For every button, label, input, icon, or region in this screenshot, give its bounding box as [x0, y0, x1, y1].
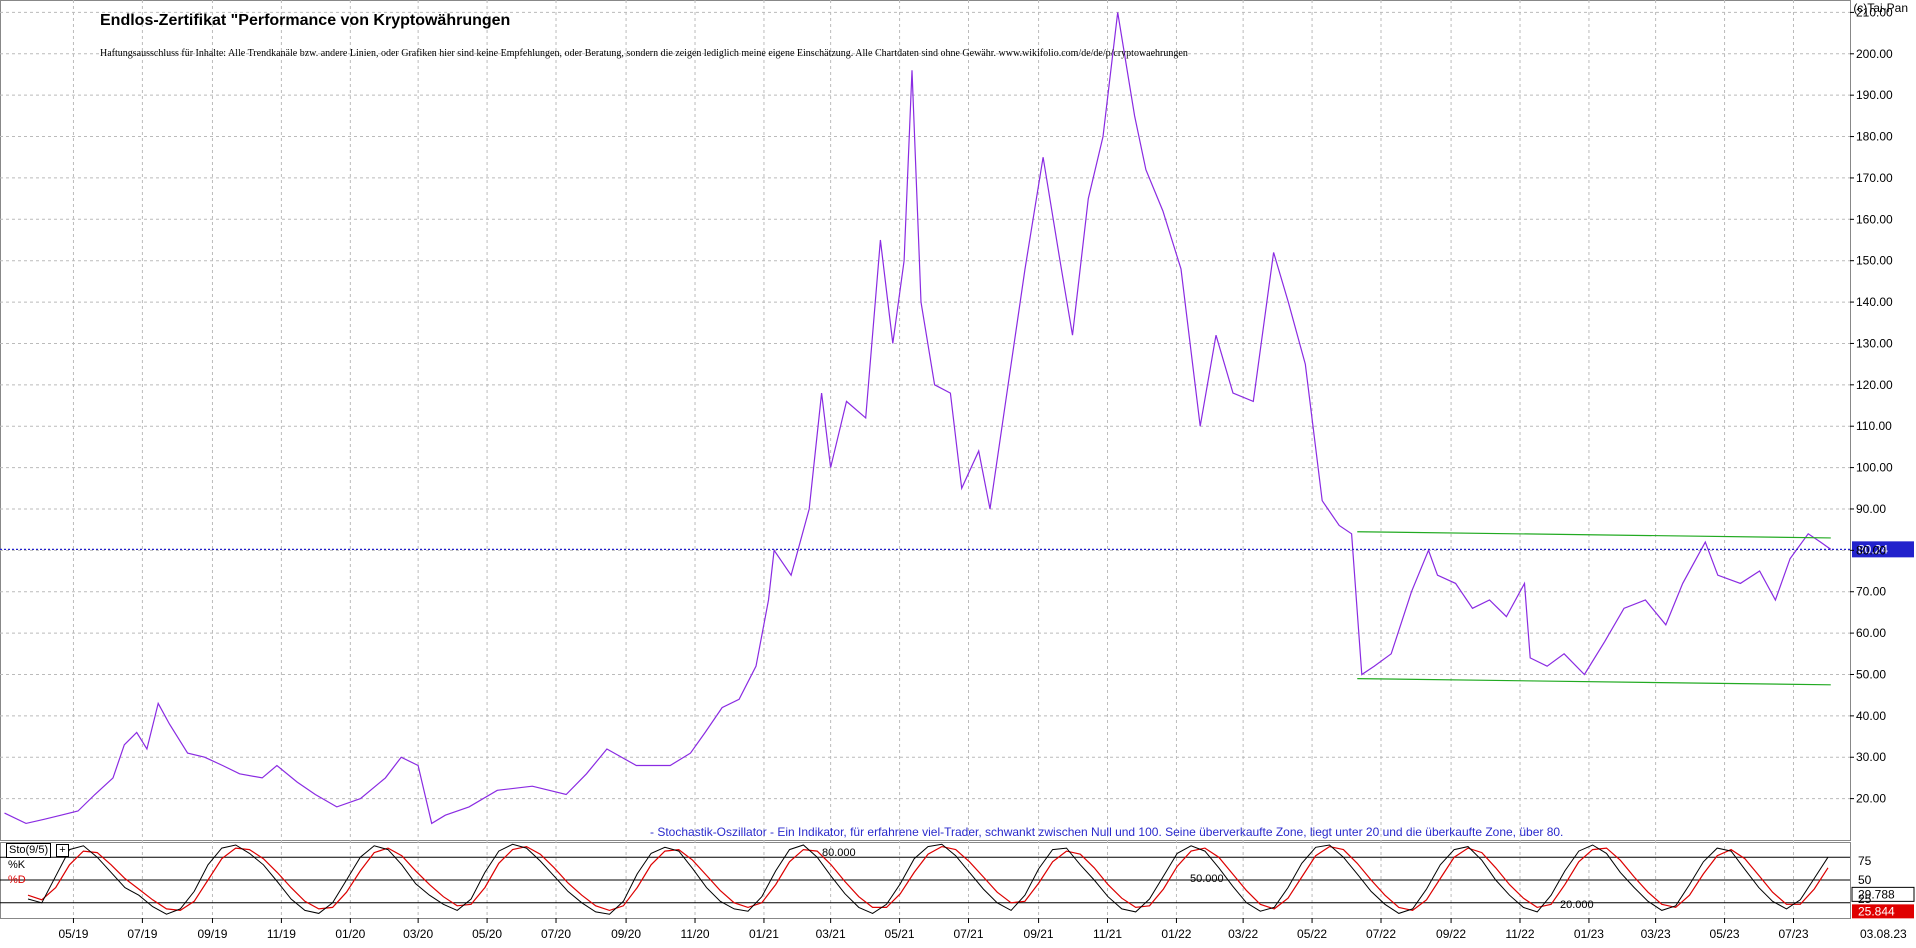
d-last-badge — [1852, 904, 1914, 919]
k-last-badge — [1851, 886, 1915, 902]
y-tick-label: 60.00 — [1856, 626, 1886, 640]
copyright-label: (c)Tai-Pan — [1853, 1, 1908, 15]
x-tick-label: 01/20 — [335, 927, 365, 941]
y-tick-label: 30.00 — [1856, 750, 1886, 764]
y-tick-label: 130.00 — [1856, 336, 1893, 350]
y-tick-label: 190.00 — [1856, 88, 1893, 102]
y-tick-label: 210.00 — [1856, 5, 1893, 19]
x-tick-label: 03/23 — [1641, 927, 1671, 941]
y-tick-label: 170.00 — [1856, 171, 1893, 185]
y-tick-label: 90.00 — [1856, 502, 1886, 516]
y-tick-label: 150.00 — [1856, 254, 1893, 268]
oscillator-panel: 29.788 25.844 — [0, 843, 1915, 919]
axes: 20.00 30.00 40.00 50.00 60.00 70.00 80.00 90.00… — [58, 5, 1907, 941]
x-tick-label: 09/21 — [1024, 927, 1054, 941]
x-tick-label: 09/22 — [1436, 927, 1466, 941]
x-tick-label: 07/21 — [953, 927, 983, 941]
y-tick-label: 40.00 — [1856, 709, 1886, 723]
channel-lower-line — [1357, 678, 1831, 686]
x-tick-label: 07/23 — [1778, 927, 1808, 941]
y-tick-label: 50.00 — [1856, 667, 1886, 681]
x-tick-label: 05/20 — [472, 927, 502, 941]
x-tick-label: 07/20 — [541, 927, 571, 941]
x-tick-label: 07/22 — [1366, 927, 1396, 941]
d-line — [27, 845, 1829, 912]
oscillator-description: - Stochastik-Oszillator - Ein Indikator,… — [650, 825, 1564, 839]
osc-y-tick-label: 75 — [1858, 854, 1872, 868]
k-legend-label: %K — [8, 859, 26, 871]
y-tick-label: 20.00 — [1856, 792, 1886, 806]
channel-upper-line — [1357, 531, 1831, 539]
x-tick-label: 07/19 — [127, 927, 157, 941]
y-tick-label: 160.00 — [1856, 212, 1893, 226]
last-price-badge — [1852, 541, 1914, 558]
level-50-label: 50.000 — [1190, 873, 1224, 885]
x-tick-label: 03/22 — [1228, 927, 1258, 941]
x-tick-label: 11/21 — [1093, 927, 1122, 941]
x-tick-label: 11/22 — [1505, 927, 1534, 941]
osc-y-tick-label: 25 — [1858, 892, 1872, 906]
chart-title: Endlos-Zertifikat "Performance von Krypt… — [100, 12, 511, 29]
x-tick-label: 05/19 — [58, 927, 88, 941]
x-tick-label: 05/21 — [885, 927, 915, 941]
grid — [0, 0, 1851, 919]
y-tick-label: 100.00 — [1856, 461, 1893, 475]
y-tick-label: 80.00 — [1856, 543, 1886, 557]
k-last-label: 29.788 — [1858, 887, 1895, 901]
y-tick-label: 120.00 — [1856, 378, 1893, 392]
k-line — [27, 843, 1829, 915]
expand-plus-icon[interactable]: + — [56, 844, 69, 857]
indicator-name-button[interactable]: Sto(9/5) — [6, 843, 52, 858]
x-tick-label: 01/21 — [749, 927, 779, 941]
x-tick-label: 01/23 — [1574, 927, 1604, 941]
x-tick-label: 03/21 — [816, 927, 846, 941]
disclaimer-text: Haftungsausschluss für Inhalte: Alle Tre… — [100, 48, 1188, 59]
x-tick-label: 01/22 — [1161, 927, 1191, 941]
osc-y-tick-label: 50 — [1858, 873, 1872, 887]
x-tick-label: 11/20 — [680, 927, 709, 941]
level-20-label: 20.000 — [1560, 899, 1594, 911]
last-date-label: 03.08.23 — [1860, 927, 1907, 941]
y-tick-label: 140.00 — [1856, 295, 1893, 309]
x-tick-label: 05/22 — [1297, 927, 1327, 941]
x-tick-label: 09/19 — [197, 927, 227, 941]
x-tick-label: 11/19 — [267, 927, 296, 941]
last-price-label: 80.24 — [1858, 542, 1888, 556]
price-line — [4, 12, 1832, 825]
y-tick-label: 200.00 — [1856, 47, 1893, 61]
x-tick-label: 03/20 — [403, 927, 433, 941]
price-panel: 80.24 — [0, 12, 1914, 825]
d-last-label: 25.844 — [1858, 904, 1895, 918]
level-80-label: 80.000 — [822, 847, 856, 859]
price-panel-frame — [0, 0, 1851, 841]
d-legend-label: %D — [8, 874, 26, 886]
x-tick-label: 09/20 — [611, 927, 641, 941]
y-tick-label: 110.00 — [1856, 419, 1892, 433]
y-tick-label: 180.00 — [1856, 130, 1893, 144]
y-tick-label: 70.00 — [1856, 585, 1886, 599]
x-tick-label: 05/23 — [1710, 927, 1740, 941]
